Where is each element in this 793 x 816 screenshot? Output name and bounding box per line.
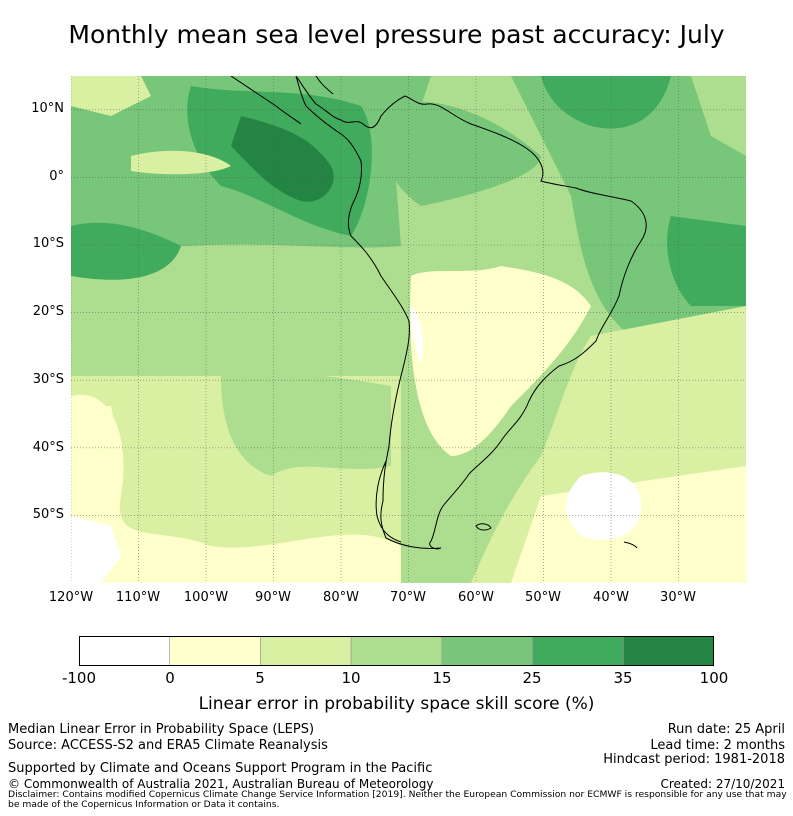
skill-score-map <box>71 76 746 583</box>
colorbar-segment <box>260 636 352 666</box>
footer-copyright: © Commonwealth of Australia 2021, Austra… <box>8 777 434 791</box>
colorbar-tick: 5 <box>255 669 265 687</box>
south-america-coastline <box>295 76 647 550</box>
lon-label-90w: 90°W <box>255 590 291 605</box>
colorbar-segment <box>169 636 261 666</box>
footer-leps: Median Linear Error in Probability Space… <box>8 722 315 737</box>
footer-created: Created: 27/10/2021 <box>660 777 785 791</box>
colorbar-segment <box>441 636 533 666</box>
lon-label-70w: 70°W <box>390 590 426 605</box>
lat-label-20s: 20°S <box>32 304 64 319</box>
chile-fjords <box>375 460 402 543</box>
south-georgia <box>623 541 638 549</box>
region-sw-white <box>71 516 121 583</box>
colorbar-label: Linear error in probability space skill … <box>198 694 595 714</box>
region-pacific-dark <box>231 116 334 202</box>
region-pacific-green3 <box>71 222 181 280</box>
colorbar-segment <box>350 636 443 666</box>
region-atlantic-white <box>566 472 641 540</box>
lat-label-30s: 30°S <box>32 372 64 387</box>
footer-source: Source: ACCESS-S2 and ERA5 Climate Reana… <box>8 738 328 753</box>
lon-label-40w: 40°W <box>593 590 629 605</box>
colorbar-tick: 15 <box>432 669 452 687</box>
footer-run-date: Run date: 25 April <box>667 722 785 737</box>
lon-label-60w: 60°W <box>458 590 494 605</box>
footer-disclaimer: Disclaimer: Contains modified Copernicus… <box>8 789 787 810</box>
lat-label-40s: 40°S <box>32 440 64 455</box>
colorbar-tick: 25 <box>522 669 542 687</box>
region-atlantic-light <box>691 76 746 156</box>
region-sw-yellow-patch <box>71 406 121 496</box>
falkland-islands <box>475 523 492 531</box>
lon-label-110w: 110°W <box>115 590 161 605</box>
lat-label-0: 0° <box>49 169 64 184</box>
footer-lead-time: Lead time: 2 months <box>650 738 785 753</box>
map-title: Monthly mean sea level pressure past acc… <box>68 20 725 49</box>
colorbar-segment <box>622 636 714 666</box>
lon-label-80w: 80°W <box>323 590 359 605</box>
region-continent-yellow <box>410 266 591 456</box>
lat-label-10s: 10°S <box>32 236 64 251</box>
region-south-yellow <box>71 394 401 583</box>
region-pacific-mid-dark <box>221 371 391 476</box>
colorbar-segment <box>79 636 171 666</box>
region-pacific-mid <box>71 313 401 376</box>
region-atlantic-dark <box>541 76 671 129</box>
footer-hindcast: Hindcast period: 1981-2018 <box>603 752 785 767</box>
region-north-yellow <box>71 76 151 116</box>
colorbar-tick: 100 <box>699 669 729 687</box>
colorbar <box>79 636 714 666</box>
colorbar-tick: 10 <box>341 669 361 687</box>
lon-label-120w: 120°W <box>48 590 94 605</box>
colorbar-segment <box>532 636 624 666</box>
graticule <box>71 76 746 583</box>
central-america-coastline <box>230 76 334 125</box>
map-canvas <box>71 76 746 583</box>
region-andes-white <box>410 306 423 366</box>
colorbar-tick: 0 <box>165 669 175 687</box>
colorbar-tick: 35 <box>613 669 633 687</box>
region-continent-green <box>371 101 541 206</box>
colorbar-tick: -100 <box>61 669 97 687</box>
lon-label-50w: 50°W <box>525 590 561 605</box>
lon-label-100w: 100°W <box>183 590 229 605</box>
lon-label-30w: 30°W <box>660 590 696 605</box>
colorbar-frame <box>79 636 714 666</box>
region-north-yellow2 <box>131 150 231 175</box>
footer-support: Supported by Climate and Oceans Support … <box>8 761 433 776</box>
lat-label-10n: 10°N <box>31 101 64 116</box>
lat-label-50s: 50°S <box>32 507 64 522</box>
region-atlantic-dark2 <box>667 216 746 306</box>
